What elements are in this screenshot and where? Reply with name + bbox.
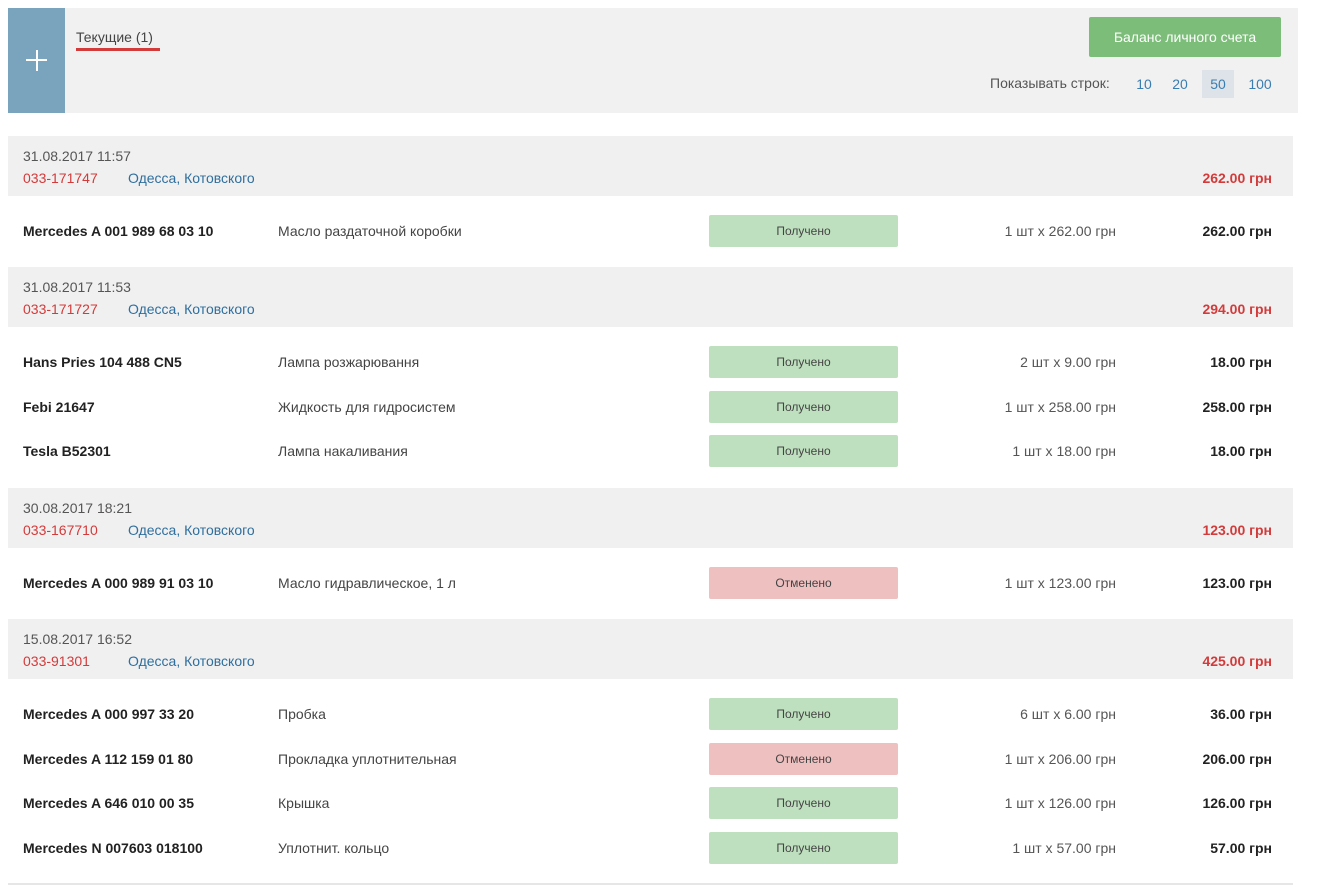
order-item-row: Mercedes N 007603 018100 Уплотнит. кольц… bbox=[8, 827, 1293, 871]
order-item-row: Mercedes A 000 997 33 20 Пробка Получено… bbox=[8, 693, 1293, 737]
item-quantity-price: 1 шт x 126.00 грн bbox=[1004, 795, 1116, 811]
item-name: Жидкость для гидросистем bbox=[278, 399, 456, 415]
active-tab-indicator bbox=[76, 48, 160, 51]
item-sum: 258.00 грн bbox=[1202, 399, 1272, 415]
order-item-row: Tesla B52301 Лампа накаливания Получено … bbox=[8, 430, 1293, 474]
status-badge: Получено bbox=[709, 391, 898, 423]
status-badge: Получено bbox=[709, 832, 898, 864]
item-name: Масло раздаточной коробки bbox=[278, 223, 462, 239]
item-article: Febi 21647 bbox=[23, 399, 95, 415]
list-bottom-divider bbox=[8, 883, 1293, 885]
item-article: Mercedes A 001 989 68 03 10 bbox=[23, 223, 214, 239]
status-badge: Получено bbox=[709, 698, 898, 730]
item-name: Лампа накаливания bbox=[278, 443, 408, 459]
item-name: Уплотнит. кольцо bbox=[278, 840, 390, 856]
status-badge: Получено bbox=[709, 435, 898, 467]
order-item-row: Hans Pries 104 488 CN5 Лампа розжарюванн… bbox=[8, 341, 1293, 385]
order-header: 31.08.2017 11:57 033-171747 Одесса, Кото… bbox=[8, 136, 1293, 196]
item-article: Tesla B52301 bbox=[23, 443, 111, 459]
item-quantity-price: 1 шт x 262.00 грн bbox=[1004, 223, 1116, 239]
item-name: Прокладка уплотнительная bbox=[278, 751, 457, 767]
rows-option-100[interactable]: 100 bbox=[1248, 76, 1272, 92]
order-header: 31.08.2017 11:53 033-171727 Одесса, Кото… bbox=[8, 267, 1293, 327]
item-name: Крышка bbox=[278, 795, 330, 811]
rows-option-20[interactable]: 20 bbox=[1172, 76, 1188, 92]
order-number[interactable]: 033-91301 bbox=[23, 653, 90, 669]
status-badge: Получено bbox=[709, 215, 898, 247]
item-article: Mercedes N 007603 018100 bbox=[23, 840, 203, 856]
item-sum: 18.00 грн bbox=[1210, 443, 1272, 459]
add-order-button[interactable] bbox=[8, 8, 65, 113]
order-location[interactable]: Одесса, Котовского bbox=[128, 522, 255, 538]
item-article: Mercedes A 000 997 33 20 bbox=[23, 706, 194, 722]
order-date: 30.08.2017 18:21 bbox=[23, 500, 132, 516]
item-quantity-price: 1 шт x 206.00 грн bbox=[1004, 751, 1116, 767]
order-total: 262.00 грн bbox=[1202, 170, 1272, 186]
order-number[interactable]: 033-171727 bbox=[23, 301, 98, 317]
rows-option-50[interactable]: 50 bbox=[1202, 70, 1234, 98]
order-date: 31.08.2017 11:57 bbox=[23, 148, 131, 164]
order-header: 15.08.2017 16:52 033-91301 Одесса, Котов… bbox=[8, 619, 1293, 679]
order-location[interactable]: Одесса, Котовского bbox=[128, 170, 255, 186]
order-item-row: Mercedes A 112 159 01 80 Прокладка уплот… bbox=[8, 738, 1293, 782]
item-quantity-price: 1 шт x 18.00 грн bbox=[1012, 443, 1116, 459]
rows-per-page-label: Показывать строк: bbox=[990, 75, 1110, 91]
item-sum: 18.00 грн bbox=[1210, 354, 1272, 370]
order-item-row: Febi 21647 Жидкость для гидросистем Полу… bbox=[8, 386, 1293, 430]
order-number[interactable]: 033-171747 bbox=[23, 170, 98, 186]
item-sum: 126.00 грн bbox=[1202, 795, 1272, 811]
order-total: 123.00 грн bbox=[1202, 522, 1272, 538]
item-article: Mercedes A 112 159 01 80 bbox=[23, 751, 194, 767]
order-item-row: Mercedes A 646 010 00 35 Крышка Получено… bbox=[8, 782, 1293, 826]
order-date: 15.08.2017 16:52 bbox=[23, 631, 132, 647]
item-sum: 123.00 грн bbox=[1202, 575, 1272, 591]
item-article: Mercedes A 000 989 91 03 10 bbox=[23, 575, 214, 591]
top-toolbar: Текущие (1) Баланс личного счета Показыв… bbox=[8, 8, 1298, 113]
item-quantity-price: 1 шт x 258.00 грн bbox=[1004, 399, 1116, 415]
item-name: Пробка bbox=[278, 706, 326, 722]
order-header: 30.08.2017 18:21 033-167710 Одесса, Кото… bbox=[8, 488, 1293, 548]
item-quantity-price: 2 шт x 9.00 грн bbox=[1020, 354, 1116, 370]
status-badge: Получено bbox=[709, 346, 898, 378]
order-item-row: Mercedes A 000 989 91 03 10 Масло гидрав… bbox=[8, 562, 1293, 606]
item-sum: 206.00 грн bbox=[1202, 751, 1272, 767]
item-sum: 262.00 грн bbox=[1202, 223, 1272, 239]
tab-current[interactable]: Текущие (1) bbox=[76, 29, 153, 45]
order-total: 294.00 грн bbox=[1202, 301, 1272, 317]
item-quantity-price: 6 шт x 6.00 грн bbox=[1020, 706, 1116, 722]
item-article: Hans Pries 104 488 CN5 bbox=[23, 354, 182, 370]
order-location[interactable]: Одесса, Котовского bbox=[128, 301, 255, 317]
order-location[interactable]: Одесса, Котовского bbox=[128, 653, 255, 669]
status-badge: Получено bbox=[709, 787, 898, 819]
order-date: 31.08.2017 11:53 bbox=[23, 279, 131, 295]
item-quantity-price: 1 шт x 57.00 грн bbox=[1012, 840, 1116, 856]
item-sum: 36.00 грн bbox=[1210, 706, 1272, 722]
status-badge: Отменено bbox=[709, 567, 898, 599]
item-name: Масло гидравлическое, 1 л bbox=[278, 575, 456, 591]
item-quantity-price: 1 шт x 123.00 грн bbox=[1004, 575, 1116, 591]
item-article: Mercedes A 646 010 00 35 bbox=[23, 795, 194, 811]
order-total: 425.00 грн bbox=[1202, 653, 1272, 669]
balance-button[interactable]: Баланс личного счета bbox=[1089, 17, 1281, 57]
status-badge: Отменено bbox=[709, 743, 898, 775]
order-item-row: Mercedes A 001 989 68 03 10 Масло раздат… bbox=[8, 210, 1293, 254]
order-number[interactable]: 033-167710 bbox=[23, 522, 98, 538]
rows-option-10[interactable]: 10 bbox=[1136, 76, 1152, 92]
item-sum: 57.00 грн bbox=[1210, 840, 1272, 856]
item-name: Лампа розжарювання bbox=[278, 354, 420, 370]
